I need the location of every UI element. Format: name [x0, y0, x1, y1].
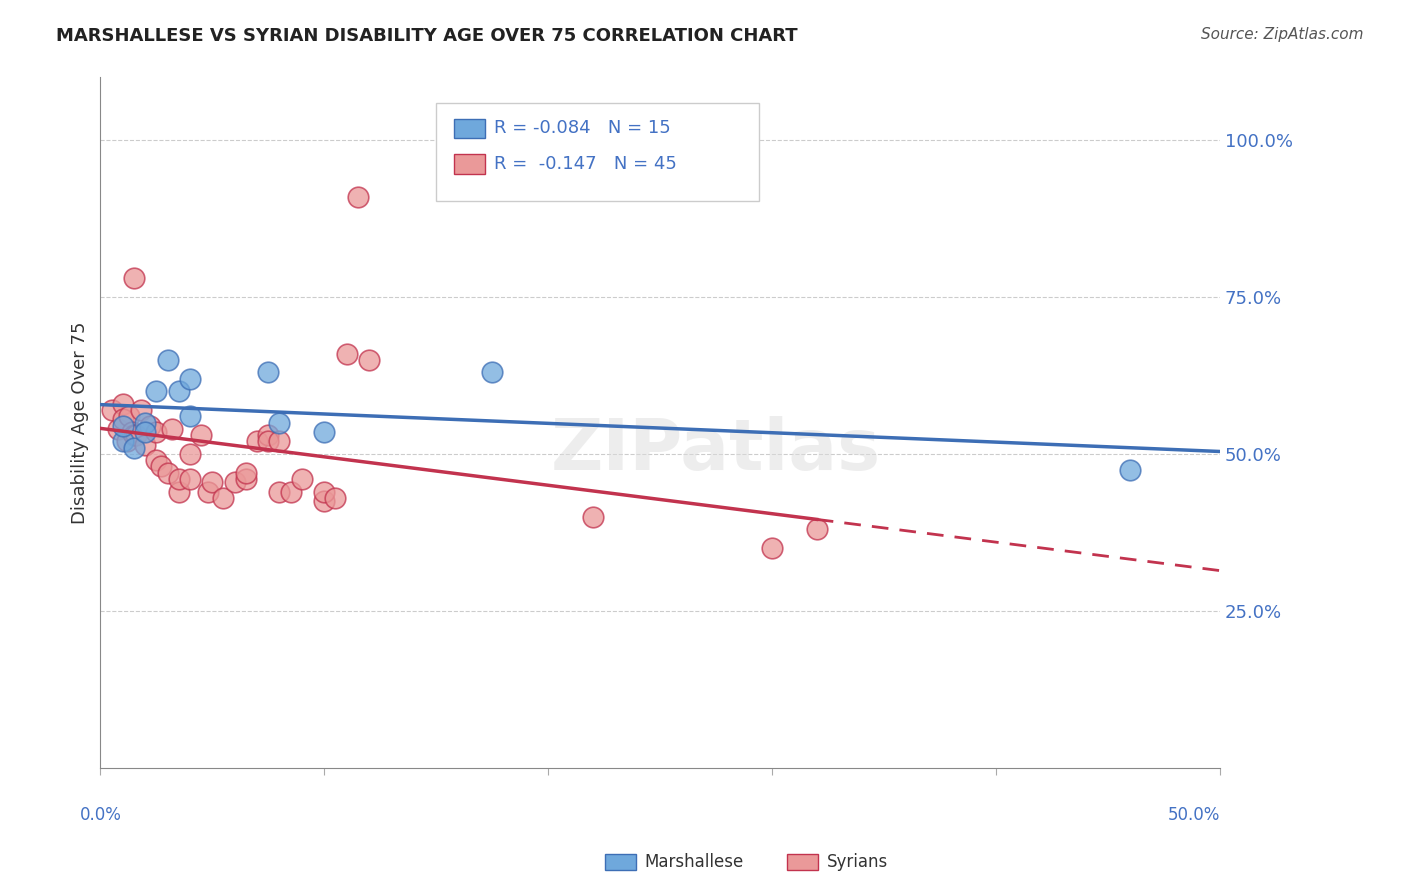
Point [235, 466, 257, 480]
Point [156, 352, 179, 367]
Point [257, 428, 280, 442]
Text: 0.0%: 0.0% [79, 805, 121, 823]
Point [118, 409, 141, 424]
Point [134, 416, 156, 430]
Point [145, 384, 167, 399]
Point [325, 491, 347, 505]
Point [167, 484, 190, 499]
Point [145, 453, 167, 467]
Point [134, 437, 156, 451]
Point [1119, 462, 1142, 476]
Point [160, 422, 183, 436]
Y-axis label: Disability Age Over 75: Disability Age Over 75 [72, 321, 89, 524]
Point [125, 428, 148, 442]
Point [122, 441, 145, 455]
Text: Marshallese: Marshallese [644, 853, 744, 871]
Point [167, 472, 190, 486]
Point [269, 416, 291, 430]
Point [314, 494, 336, 508]
Point [582, 509, 605, 524]
Point [257, 434, 280, 449]
Point [257, 365, 280, 379]
Point [138, 418, 160, 433]
Point [111, 418, 134, 433]
Point [149, 459, 172, 474]
Point [129, 403, 152, 417]
Text: Syrians: Syrians [827, 853, 889, 871]
Point [111, 412, 134, 426]
Point [212, 491, 235, 505]
Point [179, 371, 201, 385]
Point [122, 271, 145, 285]
Point [111, 397, 134, 411]
Point [122, 428, 145, 442]
Point [179, 409, 201, 424]
Point [179, 472, 201, 486]
Point [156, 466, 179, 480]
Point [291, 472, 314, 486]
Point [111, 434, 134, 449]
Point [100, 403, 122, 417]
Point [314, 425, 336, 439]
Point [280, 484, 302, 499]
Point [761, 541, 783, 555]
Point [107, 422, 129, 436]
Point [336, 346, 359, 360]
Point [224, 475, 246, 490]
Point [167, 384, 190, 399]
Point [806, 522, 828, 536]
Point [481, 365, 503, 379]
Point [179, 447, 201, 461]
Point [197, 484, 219, 499]
Text: R =  -0.147   N = 45: R = -0.147 N = 45 [494, 155, 676, 173]
Point [134, 425, 156, 439]
Point [346, 189, 368, 203]
Point [145, 425, 167, 439]
Text: R = -0.084   N = 15: R = -0.084 N = 15 [494, 120, 671, 137]
Point [201, 475, 224, 490]
Point [269, 434, 291, 449]
Text: MARSHALLESE VS SYRIAN DISABILITY AGE OVER 75 CORRELATION CHART: MARSHALLESE VS SYRIAN DISABILITY AGE OVE… [56, 27, 797, 45]
Point [115, 434, 138, 449]
Point [121, 425, 143, 439]
Point [269, 484, 291, 499]
Text: 50.0%: 50.0% [1167, 805, 1220, 823]
Point [235, 472, 257, 486]
Point [314, 484, 336, 499]
Point [246, 434, 269, 449]
Text: ZIPatlas: ZIPatlas [551, 416, 882, 484]
Point [357, 352, 380, 367]
Point [190, 428, 212, 442]
Text: Source: ZipAtlas.com: Source: ZipAtlas.com [1201, 27, 1364, 42]
